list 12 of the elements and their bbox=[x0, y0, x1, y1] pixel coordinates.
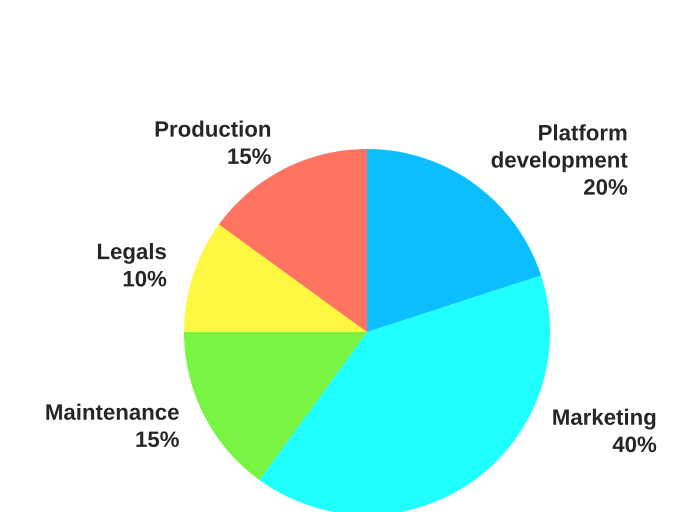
slice-label: Production bbox=[156, 120, 270, 137]
data-label: 15% bbox=[136, 431, 179, 448]
data-label: 20% bbox=[584, 179, 628, 195]
slice-label: Legals bbox=[98, 242, 166, 264]
slice-label: Platform development bbox=[492, 124, 628, 172]
slice-label: Marketing bbox=[553, 408, 656, 430]
data-label: 15% bbox=[228, 148, 271, 164]
pie-slice bbox=[184, 224, 367, 332]
data-label: 10% bbox=[124, 270, 166, 287]
slice-label: Maintenance bbox=[46, 404, 179, 420]
pie-slice bbox=[218, 149, 367, 332]
data-label: 40% bbox=[612, 436, 656, 452]
